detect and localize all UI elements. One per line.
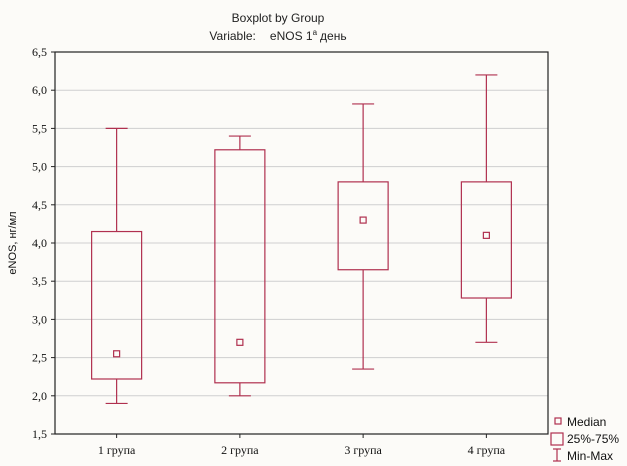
median-marker: [482, 231, 490, 239]
iqr-box: [91, 230, 143, 380]
variable-label: Variable:: [209, 29, 255, 43]
legend-box-label: 25%-75%: [567, 432, 619, 446]
y-axis-label: eNOS, нг/мл: [7, 211, 19, 274]
variable-suffix: день: [320, 29, 347, 43]
y-tick-labels: 6,5 6,0 5,5 5,0 4,5 4,0 3,5 3,0 2,5 2,0 1,5: [32, 45, 55, 441]
legend: Median 25%-75% Min-Max: [550, 415, 619, 463]
box-group-2: [214, 135, 266, 397]
legend-box-marker: [550, 432, 564, 446]
y-tick-label: 2,5: [32, 351, 47, 365]
y-tick-label: 6,0: [32, 83, 47, 97]
y-tick-label: 1,5: [32, 427, 47, 441]
y-tick-label: 4,0: [32, 236, 47, 250]
iqr-box: [337, 181, 389, 271]
legend-median-label: Median: [567, 415, 606, 429]
x-tick-label: 4 група: [468, 443, 506, 457]
y-tick-label: 6,5: [32, 45, 47, 59]
y-tick-label: 3,5: [32, 274, 47, 288]
iqr-box: [460, 181, 512, 299]
plot-frame: [54, 51, 549, 435]
x-tick-label: 3 група: [344, 443, 382, 457]
iqr-box: [214, 149, 266, 384]
y-tick-label: 3,0: [32, 312, 47, 326]
box-group-3: [337, 103, 389, 370]
box-group-1: [91, 127, 143, 405]
box-group-4: [460, 74, 512, 343]
legend-whisker-marker: [553, 448, 561, 462]
y-tick-label: 5,0: [32, 160, 47, 174]
y-tick-label: 4,5: [32, 198, 47, 212]
x-tick-label: 2 група: [221, 443, 259, 457]
median-marker: [236, 338, 244, 346]
chart-title: Boxplot by Group: [232, 11, 325, 25]
x-tick-labels: 1 група 2 група 3 група 4 група: [98, 434, 506, 457]
chart-subtitle: Variable: eNOS 1а день: [209, 28, 346, 43]
box-series: [91, 74, 512, 405]
median-marker: [359, 216, 367, 224]
y-tick-label: 2,0: [32, 389, 47, 403]
variable-name: eNOS 1: [270, 29, 313, 43]
legend-minmax-label: Min-Max: [567, 449, 613, 463]
x-tick-label: 1 група: [98, 443, 136, 457]
median-marker: [113, 350, 121, 358]
variable-superscript: а: [313, 28, 318, 37]
legend-median-marker: [554, 417, 562, 425]
gridlines: [55, 89, 548, 397]
y-tick-label: 5,5: [32, 121, 47, 135]
